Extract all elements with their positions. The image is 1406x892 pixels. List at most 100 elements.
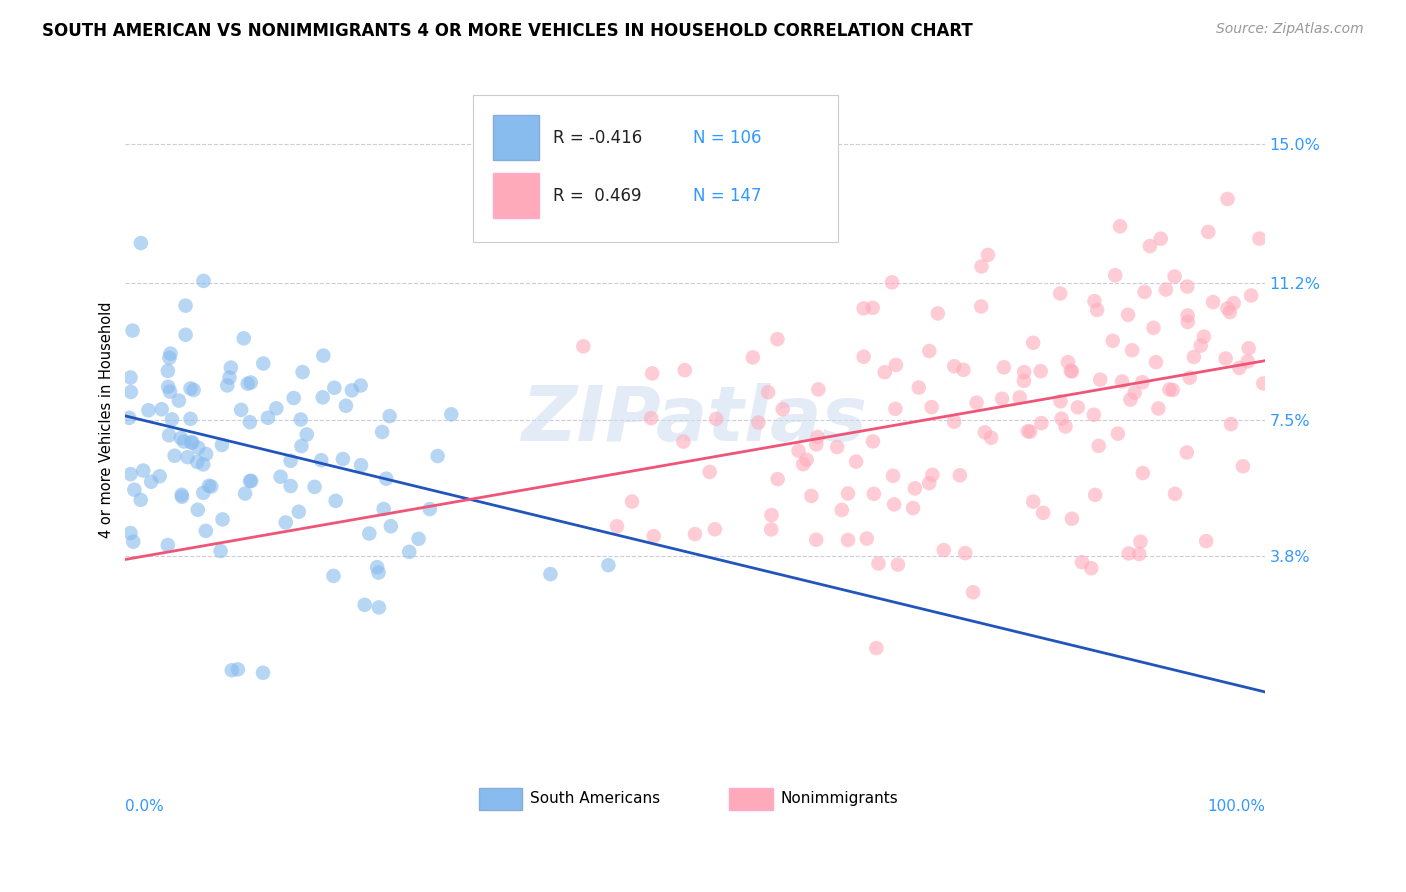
Point [1133, 285, 1156, 299]
Point [837, 486, 859, 500]
Point [1147, 401, 1170, 416]
Point [1109, 219, 1132, 234]
Text: R =  0.469: R = 0.469 [553, 186, 641, 205]
Point [904, 481, 927, 495]
Point [1104, 268, 1126, 283]
Point [807, 430, 830, 444]
Point [991, 392, 1014, 406]
Point [1175, 445, 1198, 459]
Text: Nonimmigrants: Nonimmigrants [780, 791, 898, 806]
Point [257, 410, 280, 425]
Point [156, 364, 179, 378]
Point [129, 235, 152, 250]
Point [921, 400, 943, 414]
Point [868, 557, 890, 571]
Point [977, 248, 1000, 262]
Point [800, 489, 823, 503]
FancyBboxPatch shape [478, 788, 522, 810]
Point [1177, 315, 1199, 329]
Point [952, 363, 974, 377]
Point [290, 412, 312, 426]
Point [1237, 341, 1260, 355]
Point [683, 527, 706, 541]
Point [312, 390, 335, 404]
Point [943, 359, 966, 374]
Point [1050, 411, 1073, 425]
Point [226, 662, 249, 676]
Point [283, 391, 305, 405]
Text: South Americans: South Americans [530, 791, 659, 806]
Point [232, 331, 254, 345]
Point [974, 425, 997, 440]
Point [949, 468, 972, 483]
Point [1178, 370, 1201, 384]
Point [193, 274, 215, 288]
Point [1195, 534, 1218, 549]
Point [367, 600, 389, 615]
Point [704, 412, 727, 426]
Point [927, 306, 949, 320]
Point [176, 450, 198, 465]
Point [367, 566, 389, 580]
Point [193, 458, 215, 472]
Point [955, 546, 977, 560]
Point [240, 474, 263, 488]
Point [266, 401, 288, 416]
Point [962, 585, 984, 599]
Point [291, 365, 314, 379]
Point [312, 349, 335, 363]
Point [1240, 288, 1263, 302]
Text: R = -0.416: R = -0.416 [553, 128, 643, 146]
Point [1012, 374, 1035, 388]
Point [1049, 394, 1071, 409]
Y-axis label: 4 or more Vehicles in Household: 4 or more Vehicles in Household [100, 301, 114, 538]
Point [1008, 391, 1031, 405]
Point [198, 479, 221, 493]
Point [1054, 419, 1077, 434]
Point [280, 479, 302, 493]
Point [170, 490, 193, 504]
Point [181, 435, 204, 450]
Point [233, 486, 256, 500]
Point [852, 301, 875, 316]
Point [825, 440, 848, 454]
Point [280, 454, 302, 468]
Point [359, 526, 381, 541]
Point [252, 665, 274, 680]
Point [211, 512, 233, 526]
Point [173, 434, 195, 449]
Point [1022, 494, 1045, 508]
Point [921, 467, 943, 482]
Point [309, 453, 332, 467]
Point [852, 350, 875, 364]
Point [862, 301, 884, 315]
Point [1150, 232, 1173, 246]
Point [138, 403, 160, 417]
Point [703, 522, 725, 536]
Point [1019, 425, 1042, 439]
Point [1144, 355, 1167, 369]
Point [120, 384, 142, 399]
Point [640, 411, 662, 425]
Point [398, 545, 420, 559]
Point [865, 641, 887, 656]
Point [211, 438, 233, 452]
Bar [494, 115, 538, 160]
Point [606, 519, 628, 533]
Point [170, 488, 193, 502]
Point [252, 357, 274, 371]
Point [572, 339, 595, 353]
Point [538, 567, 561, 582]
Point [187, 441, 209, 455]
Point [122, 534, 145, 549]
Point [159, 384, 181, 399]
Point [1118, 546, 1140, 560]
Point [239, 474, 262, 488]
Point [217, 378, 239, 392]
Point [340, 384, 363, 398]
Point [350, 378, 373, 392]
Point [1202, 295, 1225, 310]
Point [1116, 308, 1139, 322]
Point [1232, 459, 1254, 474]
Point [179, 381, 201, 395]
